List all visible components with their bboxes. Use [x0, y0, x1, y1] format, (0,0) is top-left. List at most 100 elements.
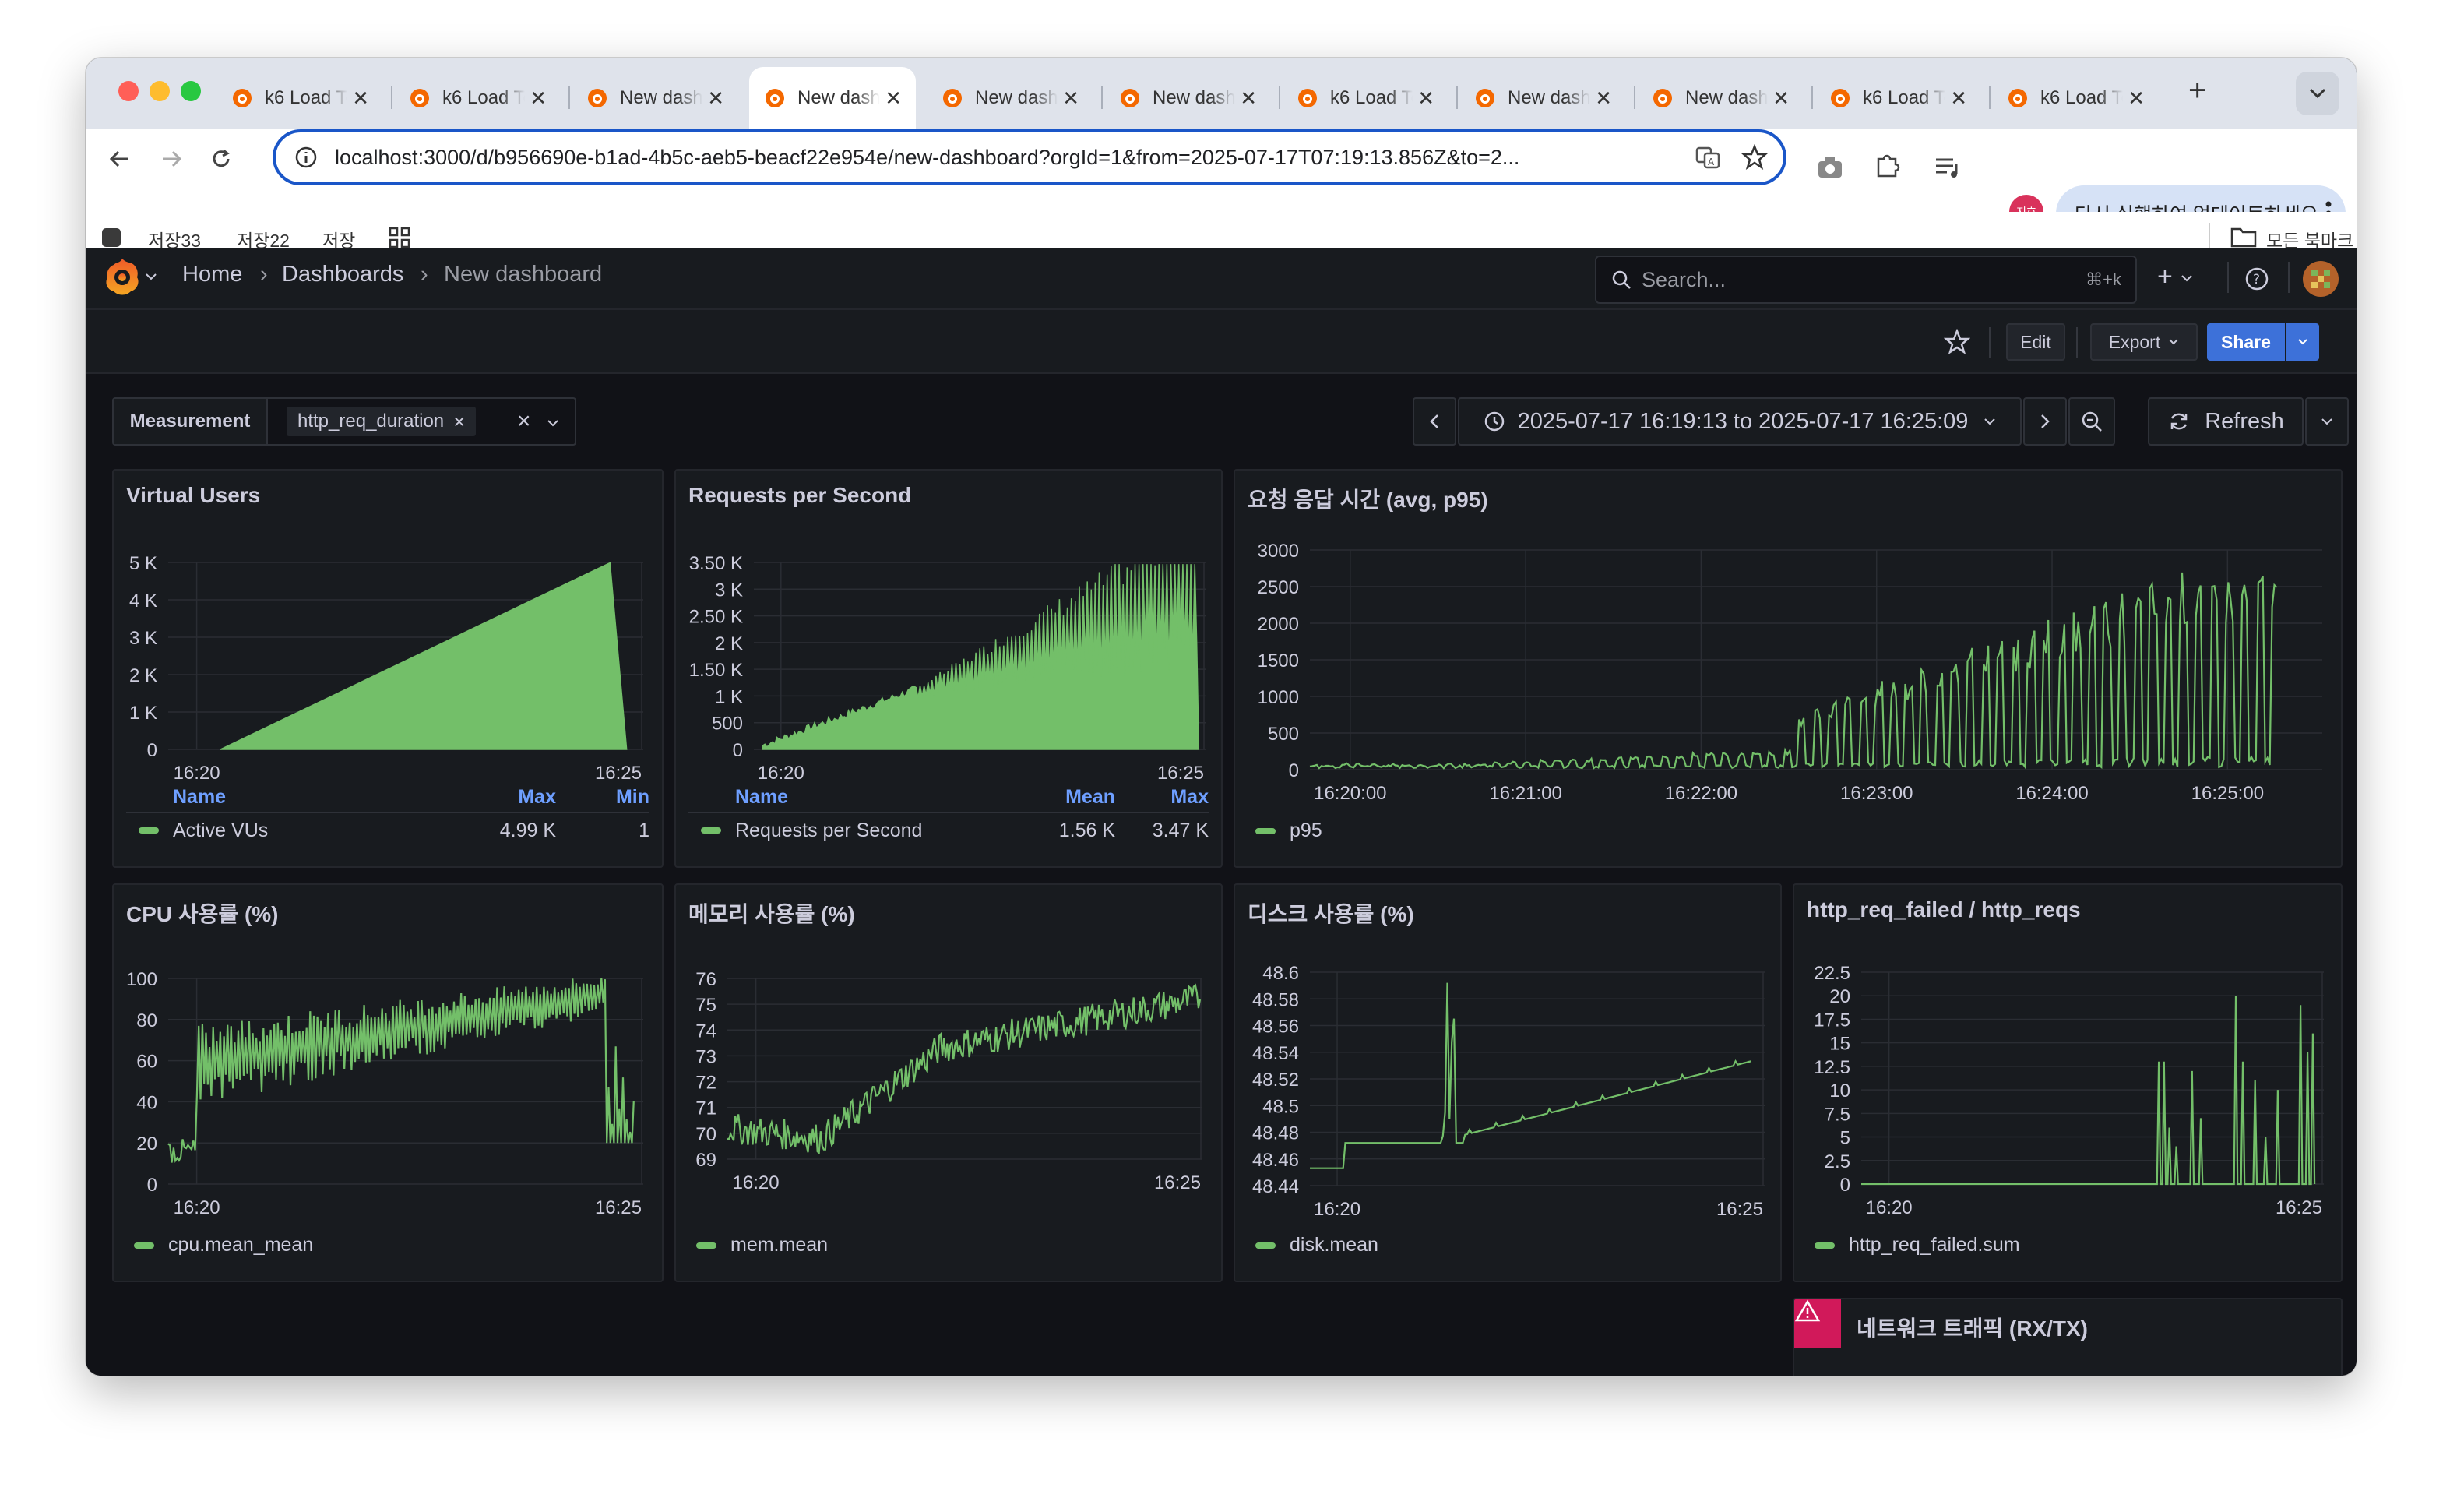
time-back-button[interactable] — [1413, 397, 1456, 446]
close-tab-icon[interactable]: ✕ — [1950, 86, 1967, 110]
close-tab-icon[interactable]: ✕ — [352, 86, 369, 110]
search-input[interactable]: Search... ⌘+k — [1595, 256, 2137, 304]
grafana-logo-icon[interactable] — [103, 256, 142, 298]
svg-text:?: ? — [2253, 272, 2260, 287]
app-icon[interactable] — [101, 227, 121, 248]
clear-icon[interactable]: × — [517, 408, 531, 434]
legend-row[interactable]: Active VUs 4.99 K 1 — [126, 813, 649, 848]
media-control-icon[interactable] — [1933, 154, 1962, 181]
legend[interactable]: cpu.mean_mean — [126, 1234, 313, 1257]
panel-network[interactable]: 네트워크 트래픽 (RX/TX) — [1793, 1298, 2343, 1376]
edit-button[interactable]: Edit — [2006, 323, 2065, 361]
star-icon[interactable] — [1944, 329, 1970, 355]
legend-header-min: Min — [615, 785, 649, 808]
chevron-down-icon — [2169, 339, 2178, 345]
close-tab-icon[interactable]: ✕ — [1240, 86, 1257, 110]
maximize-window-button[interactable] — [181, 81, 201, 101]
variable-value-chip[interactable]: http_req_duration × — [287, 407, 477, 436]
url-text[interactable]: localhost:3000/d/b956690e-b1ad-4b5c-aeb5… — [335, 145, 1520, 169]
browser-tab[interactable]: k6 Load Testing Results✕ — [394, 67, 561, 129]
time-range-picker[interactable]: 2025-07-17 16:19:13 to 2025-07-17 16:25:… — [1458, 397, 2022, 446]
back-button[interactable] — [101, 140, 139, 178]
measurement-variable[interactable]: Measurement http_req_duration × × — [112, 397, 576, 446]
browser-tab[interactable]: New dashboard✕ — [927, 67, 1093, 129]
y-tick-label: 73 — [695, 1046, 716, 1067]
legend[interactable]: p95 — [1248, 819, 1322, 842]
address-bar[interactable]: localhost:3000/d/b956690e-b1ad-4b5c-aeb5… — [273, 129, 1786, 185]
browser-tab[interactable]: k6 Load Testing Results✕ — [1992, 67, 2159, 129]
close-tab-icon[interactable]: ✕ — [1417, 86, 1434, 110]
minimize-window-button[interactable] — [150, 81, 170, 101]
bookmark-item[interactable]: 저장33 — [148, 231, 201, 251]
chevron-right-icon — [2041, 414, 2050, 428]
close-window-button[interactable] — [118, 81, 139, 101]
legend[interactable]: disk.mean — [1248, 1234, 1378, 1257]
forward-button[interactable] — [153, 140, 190, 178]
panel-cpu[interactable]: CPU 사용률 (%) 0 20 40 60 80 100 16:20 16:25 cpu.m… — [112, 883, 664, 1282]
panel-title: CPU 사용률 (%) — [126, 902, 279, 926]
export-button[interactable]: Export — [2090, 323, 2198, 361]
browser-tab[interactable]: k6 Load Testing Results✕ — [216, 67, 383, 129]
apps-grid-icon[interactable] — [388, 226, 411, 249]
browser-tab[interactable]: New dashboard✕ — [1104, 67, 1271, 129]
extensions-icon[interactable] — [1872, 151, 1902, 181]
bookmark-item[interactable]: 저장22 — [237, 231, 290, 251]
search-placeholder: Search... — [1642, 267, 1727, 291]
close-tab-icon[interactable]: ✕ — [707, 86, 724, 110]
browser-tab[interactable]: New dashboard✕ — [572, 67, 738, 129]
bookmark-item[interactable]: 저장 — [322, 231, 356, 251]
close-tab-icon[interactable]: ✕ — [530, 86, 547, 110]
legend-series-name: disk.mean — [1290, 1234, 1378, 1256]
browser-tab[interactable]: New dashboard✕ — [1459, 67, 1626, 129]
share-menu-button[interactable] — [2286, 323, 2319, 361]
refresh-interval-button[interactable] — [2305, 397, 2349, 446]
close-tab-icon[interactable]: ✕ — [1062, 86, 1079, 110]
legend[interactable]: mem.mean — [688, 1234, 828, 1257]
close-tab-icon[interactable]: ✕ — [2128, 86, 2145, 110]
panel-virtual-users[interactable]: Virtual Users 0 1 K 2 K 3 K 4 K 5 K 16:20 16:25… — [112, 469, 664, 868]
legend-min: 1 — [639, 819, 649, 841]
x-tick-label: 16:25 — [595, 1197, 642, 1218]
zoom-out-icon — [2082, 411, 2102, 432]
legend[interactable]: http_req_failed.sum — [1807, 1234, 2020, 1257]
panel-latency[interactable]: 요청 응답 시간 (avg, p95) 0 500 1000 1500 2000 2500… — [1234, 469, 2343, 868]
y-tick-label: 1000 — [1258, 687, 1299, 708]
chart-requests-per-second: 0 500 1 K 1.50 K 2 K 2.50 K 3 K 3.50 K 16:20 16:2… — [689, 553, 1206, 784]
remove-chip-icon[interactable]: × — [453, 409, 466, 433]
refresh-button[interactable]: Refresh — [2148, 397, 2304, 446]
browser-tab[interactable]: k6 Load Testing Results✕ — [1815, 67, 1981, 129]
help-icon[interactable]: ? — [2244, 266, 2269, 291]
all-bookmarks-button[interactable]: 모든 북마크 — [2266, 231, 2354, 251]
browser-tab[interactable]: k6 Load Testing Results✕ — [1282, 67, 1448, 129]
panel-requests-per-second[interactable]: Requests per Second 0 500 1 K 1.50 K 2 K 2.50… — [674, 469, 1223, 868]
breadcrumb-home[interactable]: Home — [182, 262, 243, 287]
close-tab-icon[interactable]: ✕ — [885, 86, 902, 110]
legend-header-mean: Mean — [1065, 785, 1115, 808]
close-tab-icon[interactable]: ✕ — [1595, 86, 1612, 110]
tab-search-button[interactable] — [2296, 72, 2339, 115]
legend-row[interactable]: Requests per Second 1.56 K 3.47 K — [688, 813, 1209, 848]
panel-memory[interactable]: 메모리 사용률 (%) 69 70 71 72 73 74 75 76 16:20 16:25 m… — [674, 883, 1223, 1282]
browser-tab[interactable]: New dashboard✕ — [749, 67, 916, 129]
site-info-icon[interactable] — [294, 146, 318, 169]
x-tick-label: 16:20 — [733, 1172, 780, 1193]
share-button[interactable]: Share — [2207, 323, 2285, 361]
time-forward-button[interactable] — [2023, 397, 2067, 446]
close-tab-icon[interactable]: ✕ — [1772, 86, 1790, 110]
breadcrumb-dashboards[interactable]: Dashboards — [282, 262, 404, 287]
browser-tab[interactable]: New dashboard✕ — [1637, 67, 1804, 129]
panel-http-failed[interactable]: http_req_failed / http_reqs 0 2.5 5 7.5 10 12… — [1793, 883, 2343, 1282]
panel-disk[interactable]: 디스크 사용률 (%) 48.44 48.46 48.48 48.5 48.52 48.5… — [1234, 883, 1782, 1282]
bookmark-star-icon[interactable] — [1741, 144, 1768, 171]
user-avatar[interactable] — [2302, 260, 2339, 298]
warning-icon — [1794, 1299, 1821, 1322]
new-tab-button[interactable]: + — [2188, 73, 2207, 108]
camera-icon[interactable] — [1816, 154, 1844, 181]
chevron-down-icon[interactable] — [547, 419, 559, 427]
reload-button[interactable] — [202, 140, 240, 178]
zoom-out-button[interactable] — [2068, 397, 2115, 446]
panel-error-badge[interactable] — [1794, 1299, 1841, 1348]
add-new-button[interactable]: + — [2157, 262, 2193, 292]
chevron-down-icon[interactable] — [145, 273, 157, 280]
translate-icon[interactable]: A — [1695, 144, 1721, 171]
